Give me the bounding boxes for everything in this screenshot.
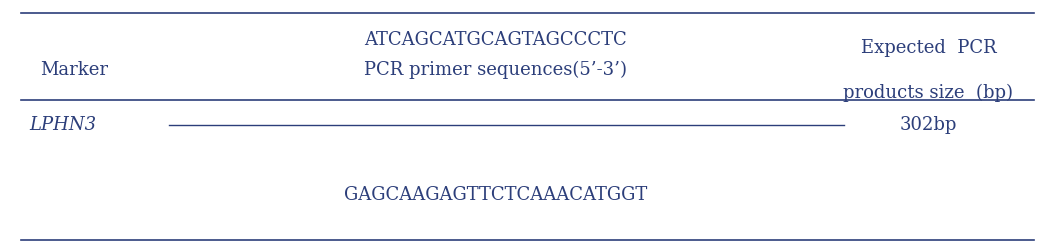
Text: Expected  PCR: Expected PCR [861,38,996,56]
Text: Marker: Marker [40,61,108,79]
Text: GAGCAAGAGTTCTCAAACATGGT: GAGCAAGAGTTCTCAAACATGGT [344,186,648,204]
Text: PCR primer sequences(5’-3’): PCR primer sequences(5’-3’) [364,61,628,79]
Text: 302bp: 302bp [900,116,957,134]
Text: ATCAGCATGCAGTAGCCCTC: ATCAGCATGCAGTAGCCCTC [364,31,628,49]
Text: products size  (bp): products size (bp) [843,84,1014,102]
Text: LPHN3: LPHN3 [30,116,97,134]
